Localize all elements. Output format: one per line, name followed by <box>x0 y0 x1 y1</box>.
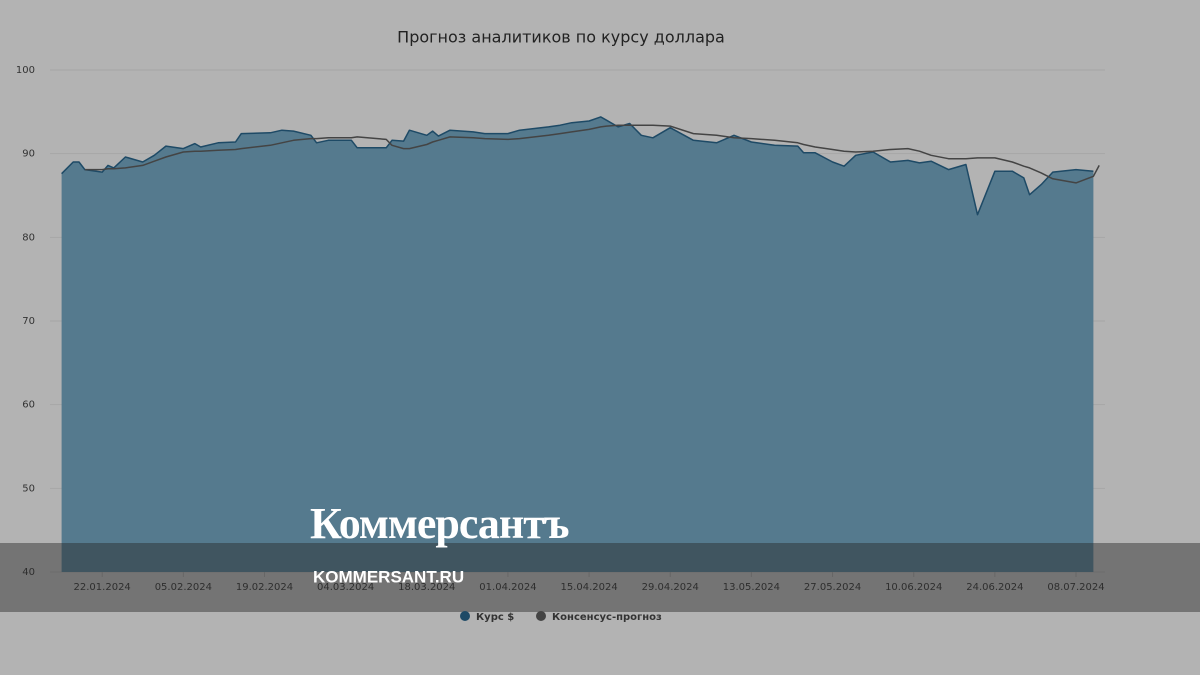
chart-title: Прогноз аналитиков по курсу доллара <box>397 28 725 47</box>
y-tick-label: 60 <box>22 400 35 411</box>
area <box>61 116 1094 573</box>
x-tick-label: 13.05.2024 <box>723 582 780 593</box>
x-tick-label: 05.02.2024 <box>155 582 212 593</box>
watermark-site: KOMMERSANT.RU <box>313 567 464 586</box>
x-tick-label: 24.06.2024 <box>966 582 1023 593</box>
legend-marker <box>536 611 546 621</box>
plot: 40 50 60 70 80 90 100 22.01.2024 05.02.2024 19.02… <box>16 65 1105 593</box>
x-tick-label: 08.07.2024 <box>1047 582 1104 593</box>
x-tick-label: 15.04.2024 <box>560 582 617 593</box>
legend-label: Консенсус-прогноз <box>552 612 662 623</box>
x-tick-label: 01.04.2024 <box>479 582 536 593</box>
x-tick-label: 19.02.2024 <box>236 582 293 593</box>
x-tick-label: 22.01.2024 <box>74 582 131 593</box>
y-tick-label: 70 <box>22 316 35 327</box>
x-tick-label: 27.05.2024 <box>804 582 861 593</box>
y-tick-label: 50 <box>22 483 35 494</box>
y-tick-label: 100 <box>16 65 35 76</box>
legend-label: Курс $ <box>476 612 514 623</box>
x-tick-label: 10.06.2024 <box>885 582 942 593</box>
line <box>84 124 1100 184</box>
y-tick-label: 90 <box>22 149 35 160</box>
legend-marker <box>460 611 470 621</box>
x-tick-label: 18.03.2024 <box>398 582 455 593</box>
x-tick-label: 04.03.2024 <box>317 582 374 593</box>
x-tick-label: 29.04.2024 <box>642 582 699 593</box>
y-tick-label: 40 <box>22 567 35 578</box>
y-tick-label: 80 <box>22 232 35 243</box>
area-line <box>61 116 1094 216</box>
watermark-logo: Коммерсантъ <box>310 499 569 548</box>
watermark-band <box>0 543 1200 612</box>
